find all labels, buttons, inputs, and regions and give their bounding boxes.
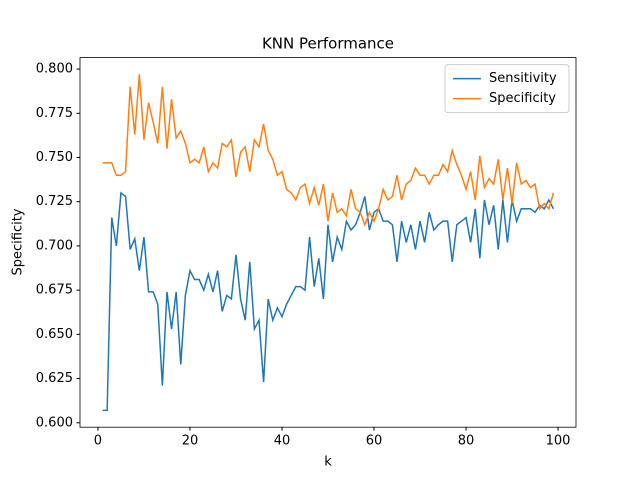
y-tick-label: 0.600 <box>36 415 73 430</box>
x-tick-label: 60 <box>366 434 383 449</box>
y-tick-label: 0.700 <box>36 238 73 253</box>
x-axis-label: k <box>324 455 332 470</box>
chart-title: KNN Performance <box>262 35 394 53</box>
line-series <box>102 74 555 227</box>
y-tick-label: 0.675 <box>36 283 73 298</box>
legend-label: Sensitivity <box>489 71 557 86</box>
y-tick-label: 0.725 <box>36 194 73 209</box>
y-tick-label: 0.800 <box>36 62 73 77</box>
y-tick-label: 0.775 <box>36 106 73 121</box>
y-tick-label: 0.750 <box>36 150 73 165</box>
x-tick-label: 0 <box>94 434 102 449</box>
y-tick-label: 0.625 <box>36 371 73 386</box>
y-tick-label: 0.650 <box>36 327 73 342</box>
legend-label: Specificity <box>489 91 556 106</box>
x-tick-label: 80 <box>458 434 475 449</box>
x-tick-label: 100 <box>546 434 571 449</box>
x-tick-label: 20 <box>182 434 199 449</box>
y-axis-label: Specificity <box>11 208 26 275</box>
x-tick-label: 40 <box>274 434 291 449</box>
line-series <box>102 191 555 412</box>
legend-box <box>444 64 570 114</box>
axes-frame <box>79 57 577 428</box>
